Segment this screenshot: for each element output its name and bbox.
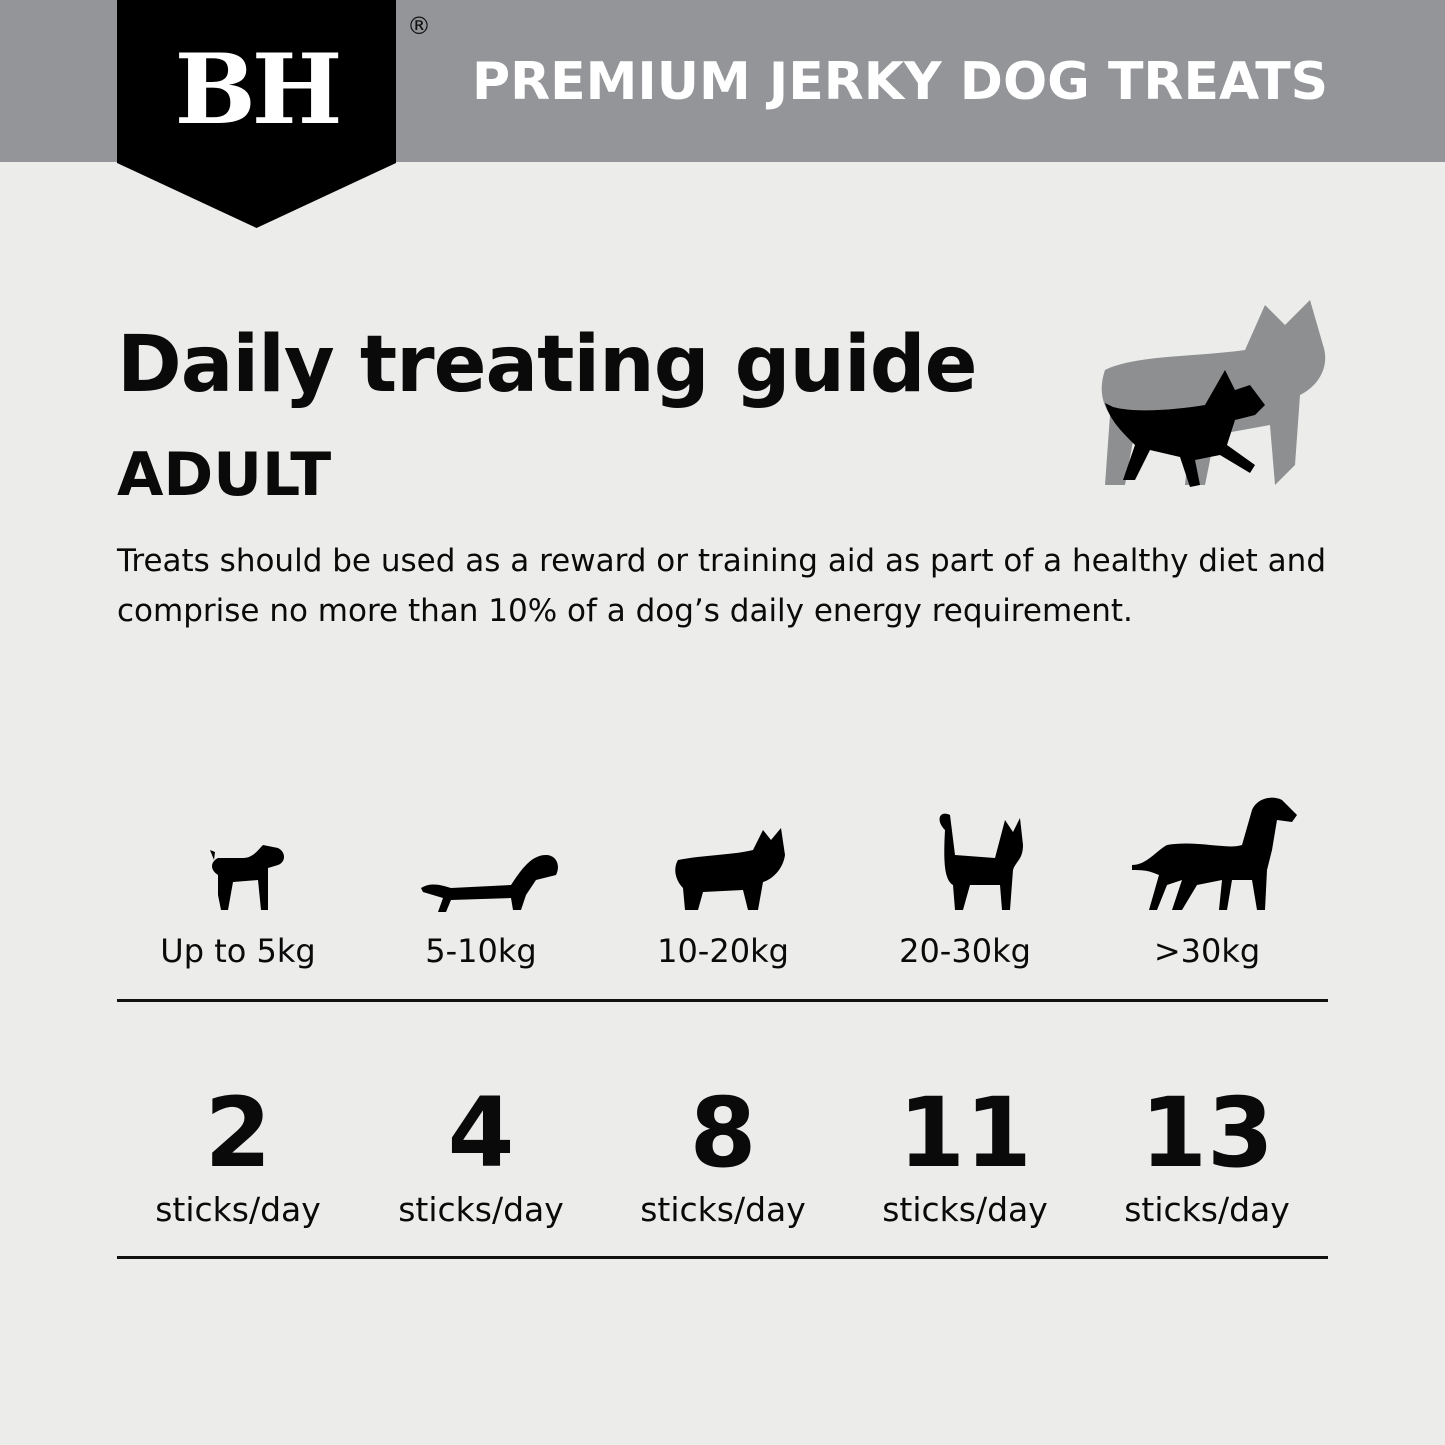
weight-label: 10-20kg [657,932,789,970]
bulldog-silhouette-icon [603,770,843,915]
page-subtitle: ADULT [117,440,332,510]
beagle-silhouette-icon [118,770,358,915]
terrier-silhouette-icon [845,770,1085,915]
sticks-count: 4 [447,1077,515,1189]
header-title: PREMIUM JERKY DOG TREATS [472,52,1329,112]
sticks-unit: sticks/day [640,1190,806,1229]
sticks-unit: sticks/day [1124,1190,1290,1229]
great-dane-silhouette-icon [1087,770,1327,915]
dachshund-silhouette-icon [361,770,601,915]
sticks-count: 13 [1140,1077,1274,1189]
weight-label: Up to 5kg [160,932,316,970]
weight-label: 5-10kg [425,932,537,970]
sticks-count: 2 [204,1077,272,1189]
weight-label: >30kg [1153,932,1261,970]
small-and-large-dog-silhouette-icon [1095,295,1335,499]
sticks-unit: sticks/day [882,1190,1048,1229]
registered-mark: ® [407,12,431,40]
weight-label: 20-30kg [899,932,1031,970]
sticks-unit: sticks/day [398,1190,564,1229]
divider-top [117,999,1328,1002]
sticks-unit: sticks/day [155,1190,321,1229]
brand-logo-text: BH [174,33,343,146]
page-title: Daily treating guide [117,320,978,410]
divider-bottom [117,1256,1328,1259]
sticks-count: 11 [898,1077,1032,1189]
brand-logo: BH [117,0,396,228]
sticks-count: 8 [689,1077,757,1189]
description: Treats should be used as a reward or tra… [117,543,1326,629]
